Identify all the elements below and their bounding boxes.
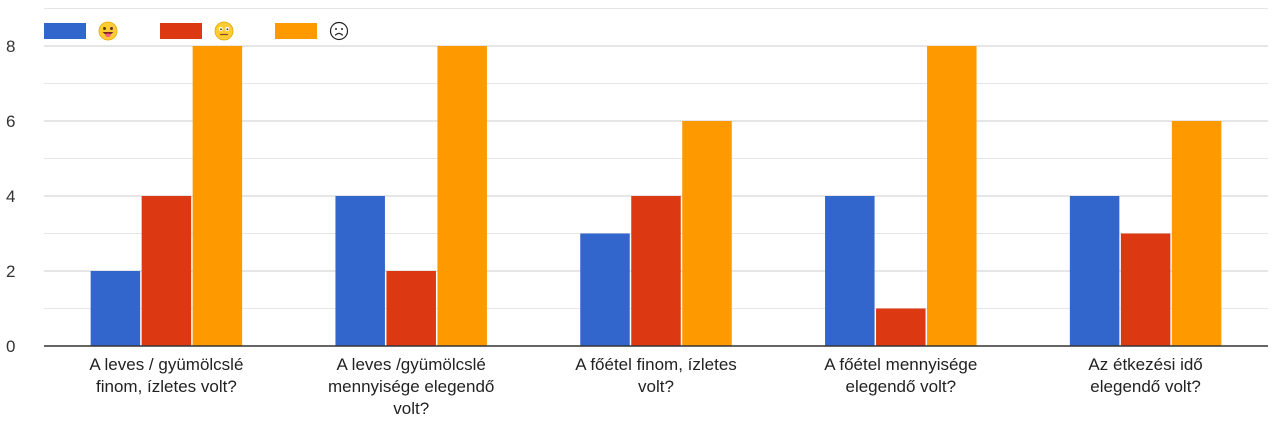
x-category-label: A főétel mennyisége elegendő volt? xyxy=(824,355,977,396)
x-category-label-line: A főétel mennyisége xyxy=(824,355,977,374)
x-category-label-line: mennyisége elegendő xyxy=(328,377,494,396)
y-tick-label: 6 xyxy=(6,112,15,131)
legend-swatch-series-2 xyxy=(160,23,202,39)
bar-series-2-category-1[interactable] xyxy=(141,196,192,346)
x-category-label-line: finom, ízletes volt? xyxy=(96,377,237,396)
frowning-face-outline-icon xyxy=(329,21,349,41)
x-category-label: A leves /gyümölcslé mennyisége elegendő vo… xyxy=(328,355,494,418)
bar-series-1-category-5[interactable] xyxy=(1069,196,1120,346)
bar-series-1-category-1[interactable] xyxy=(90,271,141,346)
x-category-label-line: A leves / gyümölcslé xyxy=(89,355,243,374)
grinning-face-tongue-icon xyxy=(98,21,118,41)
y-tick-label: 4 xyxy=(6,187,15,206)
bar-series-2-category-3[interactable] xyxy=(631,196,681,346)
bar-series-1-category-2[interactable] xyxy=(335,196,385,346)
gridlines xyxy=(44,8,1268,309)
bar-series-3-category-3[interactable] xyxy=(682,121,732,346)
bar-series-2-category-4[interactable] xyxy=(876,308,926,347)
x-category-label-line: volt? xyxy=(393,399,429,418)
x-category-label-line: volt? xyxy=(638,377,674,396)
x-category-label: Az étkezési idő elegendő volt? xyxy=(1088,355,1202,396)
y-axis-tick-labels: 0 2 4 6 8 xyxy=(6,37,15,356)
x-category-label-line: elegendő volt? xyxy=(846,377,957,396)
x-category-label-line: A főétel finom, ízletes xyxy=(575,355,737,374)
neutral-face-icon xyxy=(214,21,234,41)
y-tick-label: 0 xyxy=(6,337,15,356)
x-category-label-line: A leves /gyümölcslé xyxy=(337,355,486,374)
bar-series-2-category-2[interactable] xyxy=(386,271,436,346)
legend-item-series-1[interactable] xyxy=(44,21,118,41)
legend-item-series-2[interactable] xyxy=(160,21,234,41)
x-category-label: A főétel finom, ízletes volt? xyxy=(575,355,737,396)
legend-swatch-series-1 xyxy=(44,23,86,39)
bars xyxy=(90,46,1222,347)
legend-item-series-3[interactable] xyxy=(275,21,349,41)
bar-series-3-category-1[interactable] xyxy=(192,46,243,346)
bar-series-2-category-5[interactable] xyxy=(1120,233,1171,347)
x-category-label-line: Az étkezési idő xyxy=(1088,355,1202,374)
bar-series-3-category-5[interactable] xyxy=(1171,121,1222,346)
x-category-label: A leves / gyümölcslé finom, ízletes volt? xyxy=(89,355,243,396)
x-category-label-line: elegendő volt? xyxy=(1090,377,1201,396)
x-axis-category-labels: A leves / gyümölcslé finom, ízletes volt?… xyxy=(89,355,1202,418)
legend-swatch-series-3 xyxy=(275,23,317,39)
bar-series-3-category-4[interactable] xyxy=(927,46,977,346)
bar-series-1-category-4[interactable] xyxy=(825,196,875,346)
y-tick-label: 8 xyxy=(6,37,15,56)
bar-series-3-category-2[interactable] xyxy=(437,46,487,346)
y-tick-label: 2 xyxy=(6,262,15,281)
bar-series-1-category-3[interactable] xyxy=(580,233,630,347)
